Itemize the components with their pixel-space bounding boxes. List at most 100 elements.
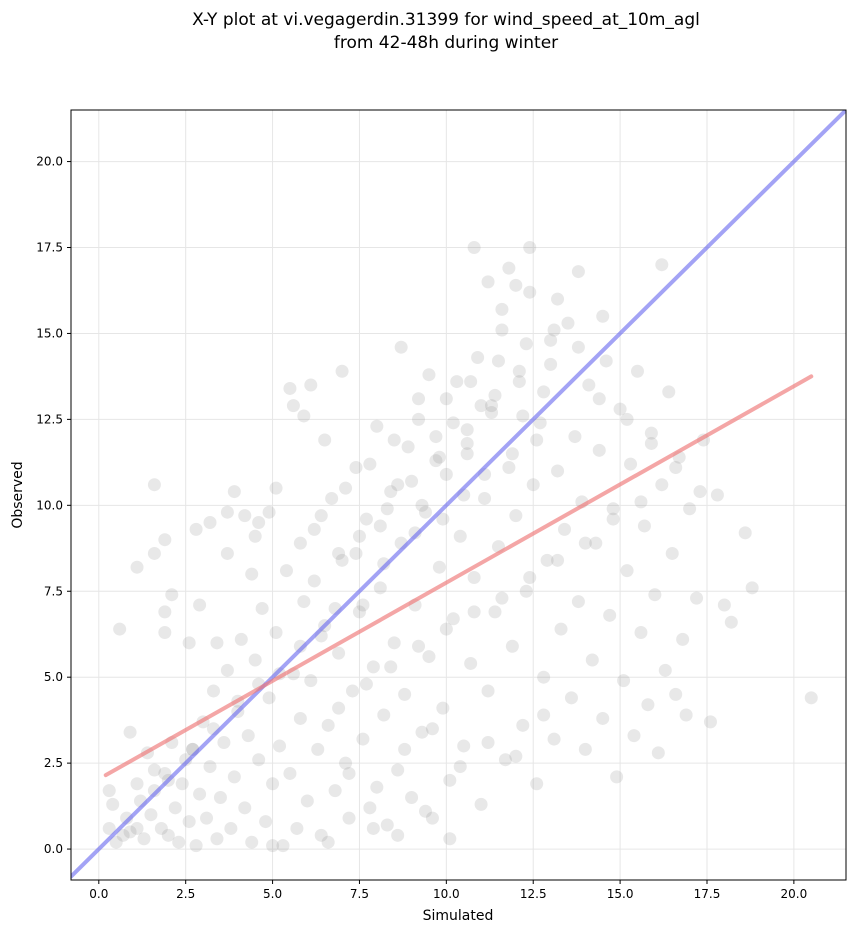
scatter-point (804, 691, 818, 705)
scatter-point (446, 612, 460, 626)
scatter-point (537, 670, 551, 684)
scatter-point (220, 505, 234, 519)
scatter-point (592, 392, 606, 406)
scatter-point (165, 588, 179, 602)
scatter-point (113, 622, 127, 636)
scatter-point (154, 821, 168, 835)
scatter-point (436, 512, 450, 526)
y-tick-label: 15.0 (36, 326, 63, 340)
x-tick-label: 10.0 (433, 887, 460, 901)
scatter-point (599, 354, 613, 368)
scatter-point (592, 443, 606, 457)
scatter-point (505, 447, 519, 461)
scatter-point (339, 481, 353, 495)
scatter-point (363, 457, 377, 471)
scatter-point (373, 581, 387, 595)
scatter-point (158, 766, 172, 780)
scatter-point (658, 663, 672, 677)
scatter-point (578, 742, 592, 756)
scatter-point (370, 780, 384, 794)
scatter-point (342, 766, 356, 780)
scatter-point (380, 818, 394, 832)
scatter-point (443, 773, 457, 787)
scatter-point (481, 684, 495, 698)
scatter-point (356, 598, 370, 612)
scatter-point (405, 791, 419, 804)
scatter-point (332, 546, 346, 560)
scatter-point (491, 354, 505, 368)
scatter-point (634, 626, 648, 639)
scatter-point (418, 505, 432, 519)
scatter-point (349, 546, 363, 560)
scatter-point (495, 591, 509, 605)
scatter-point (189, 522, 203, 536)
scatter-point (147, 546, 161, 560)
scatter-point (304, 378, 318, 392)
scatter-point (422, 650, 436, 664)
scatter-point (269, 481, 283, 495)
scatter-point (613, 402, 627, 416)
scatter-point (147, 478, 161, 492)
scatter-point (439, 467, 453, 481)
scatter-point (724, 615, 738, 629)
scatter-point (610, 770, 624, 784)
scatter-point (644, 426, 658, 440)
scatter-point (530, 777, 544, 791)
scatter-point (481, 736, 495, 749)
scatter-point (102, 784, 116, 798)
plot-frame (70, 109, 847, 881)
scatter-point (339, 756, 353, 770)
scatter-point (474, 797, 488, 811)
scatter-point (408, 526, 422, 540)
scatter-point (453, 760, 467, 774)
y-tick-label: 17.5 (36, 241, 63, 255)
scatter-point (147, 763, 161, 777)
scatter-point (502, 461, 516, 474)
scatter-point (537, 708, 551, 722)
scatter-point (467, 605, 481, 619)
scatter-point (283, 766, 297, 780)
scatter-point (332, 646, 346, 660)
scatter-point (210, 832, 224, 846)
scatter-point (391, 763, 405, 777)
scatter-point (485, 406, 499, 419)
scatter-point (561, 316, 575, 330)
scatter-point (213, 791, 227, 804)
chart-subtitle: from 42-48h during winter (334, 33, 558, 53)
scatter-point (266, 839, 280, 853)
scatter-point (311, 742, 325, 756)
scatter-point (669, 687, 683, 701)
scatter-point (179, 753, 193, 767)
scatter-point (387, 636, 401, 650)
scatter-point (519, 584, 533, 598)
scatter-point (412, 412, 426, 426)
scatter-point (297, 409, 311, 423)
scatter-point (158, 626, 172, 639)
scatter-point (644, 436, 658, 450)
scatter-point (551, 553, 565, 567)
scatter-point (307, 574, 321, 588)
scatter-point (245, 835, 259, 849)
scatter-point (206, 684, 220, 698)
scatter-point (471, 351, 485, 364)
scatter-point (224, 821, 238, 835)
scatter-point (307, 522, 321, 536)
scatter-point (352, 529, 366, 543)
scatter-point (415, 725, 429, 739)
scatter-point (182, 815, 196, 829)
scatter-point (401, 440, 415, 454)
scatter-point (544, 357, 558, 371)
scatter-point (252, 516, 266, 529)
scatter-point (203, 516, 217, 529)
scatter-point (703, 715, 717, 729)
scatter-point (248, 529, 262, 543)
scatter-point (540, 553, 554, 567)
scatter-point (460, 436, 474, 450)
scatter-point (669, 461, 683, 474)
scatter-point (443, 832, 457, 846)
scatter-point (293, 639, 307, 653)
scatter-point (485, 399, 499, 413)
y-tick-label: 20.0 (36, 155, 63, 169)
scatter-point (418, 804, 432, 818)
scatter-point (582, 378, 596, 392)
